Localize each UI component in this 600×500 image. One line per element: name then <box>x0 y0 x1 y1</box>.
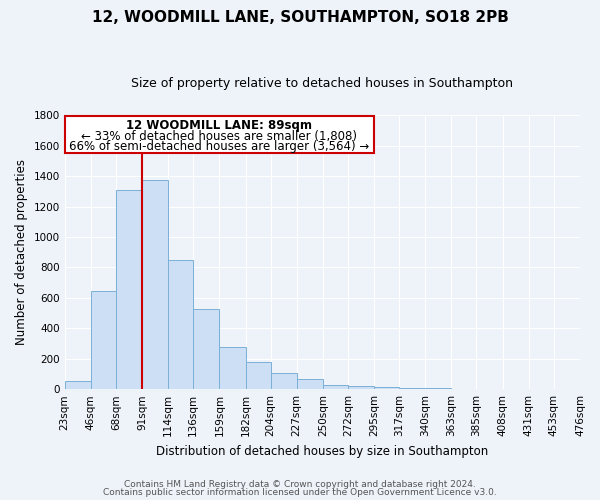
Bar <box>91 291 116 389</box>
Bar <box>245 362 271 389</box>
Bar <box>271 373 297 389</box>
Bar <box>193 308 220 389</box>
X-axis label: Distribution of detached houses by size in Southampton: Distribution of detached houses by size … <box>156 444 488 458</box>
Bar <box>425 388 451 389</box>
Title: Size of property relative to detached houses in Southampton: Size of property relative to detached ho… <box>131 78 514 90</box>
Text: ← 33% of detached houses are smaller (1,808): ← 33% of detached houses are smaller (1,… <box>82 130 358 142</box>
Bar <box>348 386 374 389</box>
Bar <box>65 116 374 152</box>
Bar <box>323 384 348 389</box>
Bar <box>297 380 323 389</box>
Bar <box>168 260 193 389</box>
Bar <box>220 346 245 389</box>
Y-axis label: Number of detached properties: Number of detached properties <box>15 159 28 345</box>
Bar <box>399 388 425 389</box>
Text: Contains HM Land Registry data © Crown copyright and database right 2024.: Contains HM Land Registry data © Crown c… <box>124 480 476 489</box>
Text: 12 WOODMILL LANE: 89sqm: 12 WOODMILL LANE: 89sqm <box>127 119 313 132</box>
Text: Contains public sector information licensed under the Open Government Licence v3: Contains public sector information licen… <box>103 488 497 497</box>
Bar <box>142 180 168 389</box>
Text: 12, WOODMILL LANE, SOUTHAMPTON, SO18 2PB: 12, WOODMILL LANE, SOUTHAMPTON, SO18 2PB <box>92 10 508 25</box>
Bar <box>374 387 399 389</box>
Text: 66% of semi-detached houses are larger (3,564) →: 66% of semi-detached houses are larger (… <box>69 140 370 153</box>
Bar <box>65 381 91 389</box>
Bar <box>116 190 142 389</box>
